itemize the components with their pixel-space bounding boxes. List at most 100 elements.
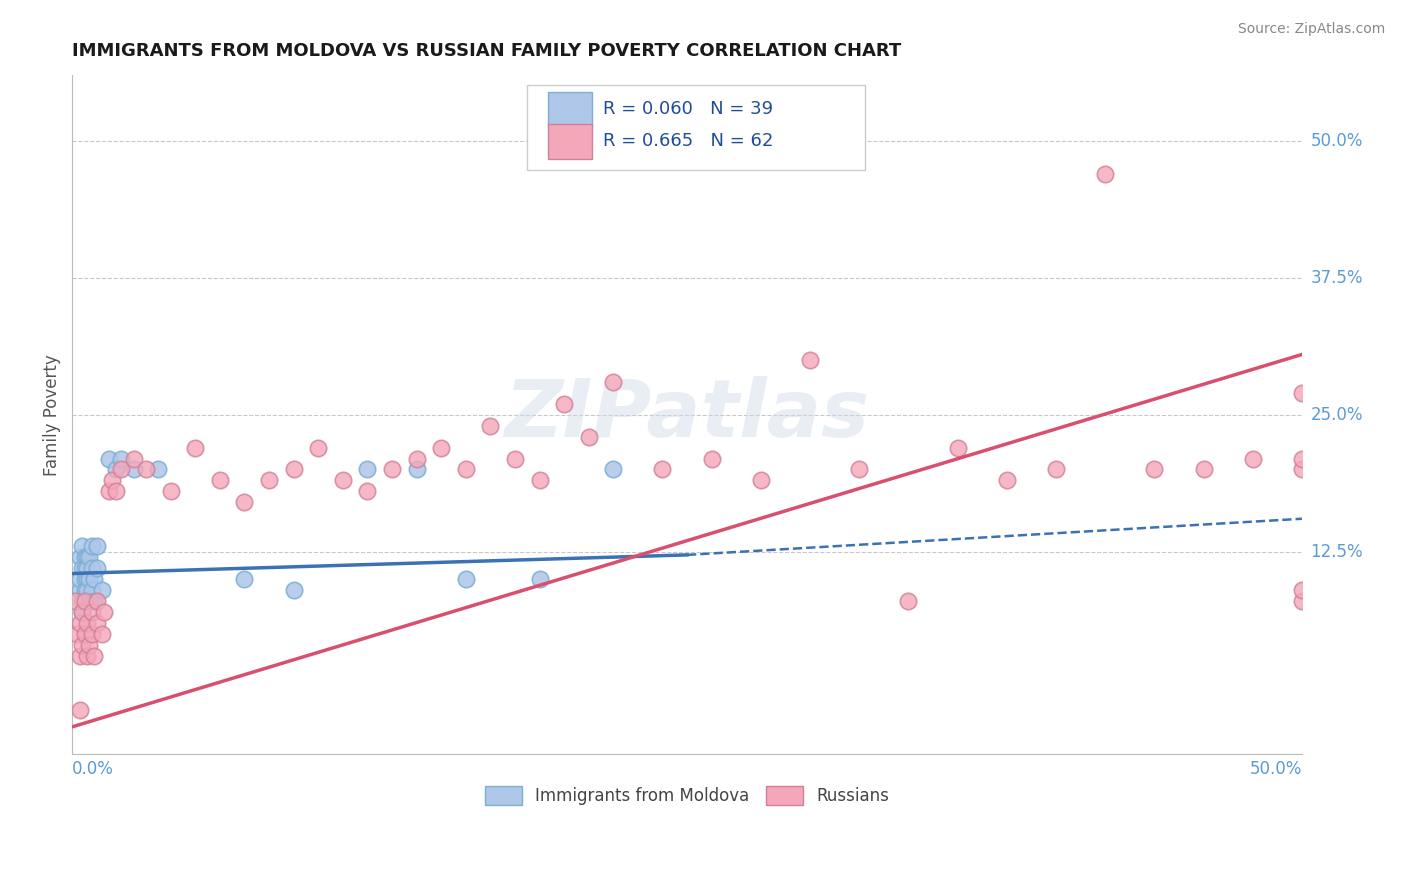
Text: ZIPatlas: ZIPatlas bbox=[505, 376, 869, 454]
Point bbox=[430, 441, 453, 455]
Text: IMMIGRANTS FROM MOLDOVA VS RUSSIAN FAMILY POVERTY CORRELATION CHART: IMMIGRANTS FROM MOLDOVA VS RUSSIAN FAMIL… bbox=[72, 42, 901, 60]
Point bbox=[70, 594, 93, 608]
Point bbox=[86, 561, 108, 575]
Text: Source: ZipAtlas.com: Source: ZipAtlas.com bbox=[1237, 22, 1385, 37]
Point bbox=[602, 375, 624, 389]
Point bbox=[602, 462, 624, 476]
Point bbox=[479, 418, 502, 433]
Point bbox=[700, 451, 723, 466]
Point bbox=[1291, 594, 1313, 608]
Point bbox=[86, 539, 108, 553]
Point bbox=[233, 572, 256, 586]
Point bbox=[749, 474, 772, 488]
Point bbox=[80, 561, 103, 575]
Point bbox=[86, 615, 108, 630]
Point bbox=[69, 572, 91, 586]
Point bbox=[110, 462, 132, 476]
Point bbox=[83, 648, 105, 663]
Point bbox=[73, 594, 96, 608]
Point bbox=[283, 582, 305, 597]
Point bbox=[105, 462, 128, 476]
Point bbox=[1094, 167, 1116, 181]
Text: 0.0%: 0.0% bbox=[72, 760, 114, 778]
Point bbox=[356, 462, 378, 476]
Point bbox=[105, 484, 128, 499]
Point bbox=[1143, 462, 1166, 476]
Legend: Immigrants from Moldova, Russians: Immigrants from Moldova, Russians bbox=[477, 778, 897, 814]
Point bbox=[76, 615, 98, 630]
Point bbox=[69, 582, 91, 597]
Point bbox=[76, 582, 98, 597]
Point bbox=[848, 462, 870, 476]
Point bbox=[69, 703, 91, 717]
Point bbox=[79, 550, 101, 565]
Point bbox=[86, 594, 108, 608]
Point bbox=[454, 462, 477, 476]
Point bbox=[1192, 462, 1215, 476]
Point bbox=[651, 462, 673, 476]
Text: R = 0.665   N = 62: R = 0.665 N = 62 bbox=[603, 132, 773, 151]
Point bbox=[73, 594, 96, 608]
Point bbox=[80, 582, 103, 597]
Point bbox=[79, 572, 101, 586]
Point bbox=[307, 441, 329, 455]
Y-axis label: Family Poverty: Family Poverty bbox=[44, 354, 60, 475]
Point bbox=[98, 451, 121, 466]
Point bbox=[76, 572, 98, 586]
FancyBboxPatch shape bbox=[527, 86, 865, 170]
Point bbox=[73, 550, 96, 565]
Point bbox=[73, 626, 96, 640]
Point bbox=[529, 572, 551, 586]
Point bbox=[80, 605, 103, 619]
Point bbox=[332, 474, 354, 488]
Text: 50.0%: 50.0% bbox=[1310, 132, 1362, 150]
Point bbox=[66, 626, 89, 640]
Point bbox=[73, 582, 96, 597]
Text: 25.0%: 25.0% bbox=[1310, 406, 1362, 424]
Point bbox=[257, 474, 280, 488]
Point bbox=[148, 462, 170, 476]
Point bbox=[1241, 451, 1264, 466]
Point bbox=[63, 594, 86, 608]
Point bbox=[69, 648, 91, 663]
Point bbox=[70, 638, 93, 652]
Point bbox=[283, 462, 305, 476]
Point bbox=[135, 462, 157, 476]
Point bbox=[553, 397, 575, 411]
Point bbox=[578, 429, 600, 443]
Point bbox=[122, 451, 145, 466]
Point bbox=[208, 474, 231, 488]
Point bbox=[93, 605, 115, 619]
Point bbox=[1291, 582, 1313, 597]
Point bbox=[995, 474, 1018, 488]
Point bbox=[70, 561, 93, 575]
Point bbox=[405, 462, 427, 476]
Point bbox=[405, 451, 427, 466]
FancyBboxPatch shape bbox=[548, 92, 592, 127]
Point bbox=[122, 462, 145, 476]
Point bbox=[110, 451, 132, 466]
Point bbox=[70, 605, 93, 619]
Point bbox=[233, 495, 256, 509]
Point bbox=[799, 353, 821, 368]
Point bbox=[529, 474, 551, 488]
Point bbox=[1291, 385, 1313, 400]
Point bbox=[98, 484, 121, 499]
Text: 12.5%: 12.5% bbox=[1310, 542, 1362, 560]
Point bbox=[70, 605, 93, 619]
Text: 37.5%: 37.5% bbox=[1310, 268, 1362, 287]
Point bbox=[897, 594, 920, 608]
Point bbox=[69, 550, 91, 565]
Point bbox=[83, 594, 105, 608]
Point bbox=[184, 441, 207, 455]
Point bbox=[70, 539, 93, 553]
Point bbox=[503, 451, 526, 466]
Point bbox=[73, 572, 96, 586]
Point bbox=[80, 539, 103, 553]
Point bbox=[159, 484, 181, 499]
Point bbox=[100, 474, 122, 488]
Point bbox=[76, 648, 98, 663]
Point bbox=[454, 572, 477, 586]
Text: 50.0%: 50.0% bbox=[1250, 760, 1302, 778]
Point bbox=[381, 462, 404, 476]
